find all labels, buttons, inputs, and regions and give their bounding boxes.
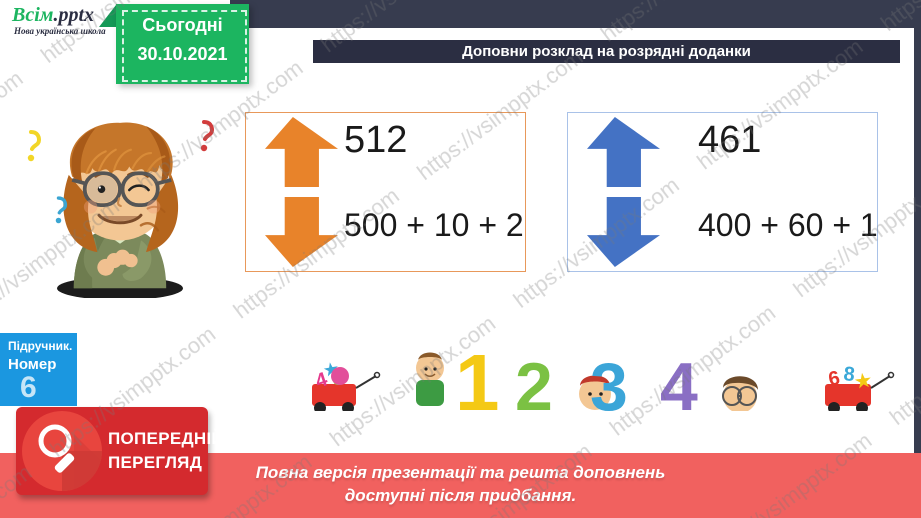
svg-text:4: 4	[660, 349, 698, 411]
svg-text:2: 2	[515, 349, 553, 411]
svg-text:★: ★	[854, 370, 874, 392]
svg-text:1: 1	[455, 338, 500, 411]
svg-text:3: 3	[590, 349, 628, 411]
